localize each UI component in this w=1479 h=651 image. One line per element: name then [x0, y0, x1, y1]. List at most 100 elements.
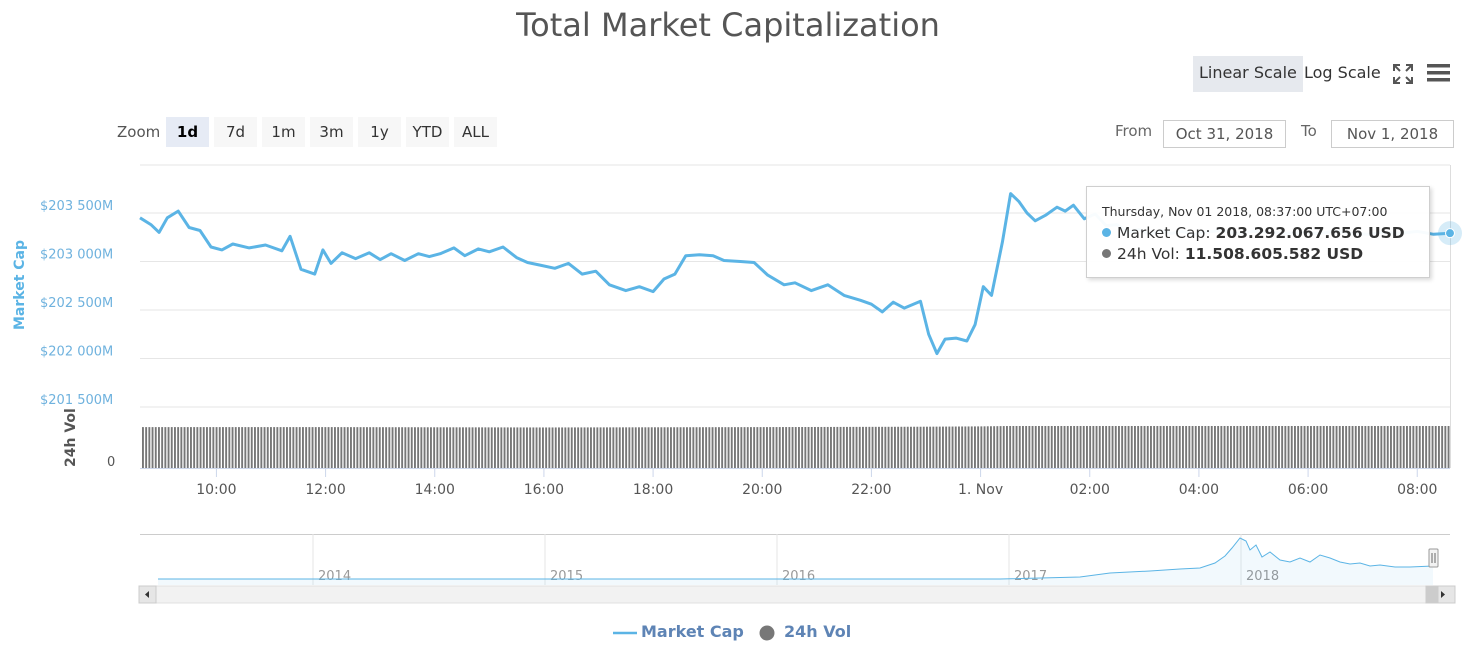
hamburger-menu-icon[interactable] [1426, 62, 1452, 84]
volume-bar [289, 427, 292, 468]
volume-bar [394, 427, 397, 468]
volume-bar [586, 427, 589, 468]
volume-bar [1127, 426, 1130, 468]
x-tick-label: 02:00 [1070, 482, 1110, 498]
volume-bar [481, 427, 484, 468]
volume-bar [1175, 426, 1178, 468]
volume-bar [929, 426, 932, 468]
volume-bar [535, 427, 538, 468]
volume-bar [145, 427, 148, 468]
volume-bar [791, 427, 794, 468]
volume-bar [378, 427, 381, 468]
zoom-1m-button[interactable]: 1m [262, 117, 305, 147]
volume-bar [881, 426, 884, 468]
volume-bar [1294, 426, 1296, 468]
volume-bar [180, 427, 183, 468]
zoom-1d-button[interactable]: 1d [166, 117, 209, 147]
volume-bar [1287, 426, 1290, 468]
navigator-tick-label: 2017 [1014, 569, 1047, 584]
volume-bar [164, 427, 167, 468]
volume-bar [686, 427, 688, 468]
zoom-3m-button[interactable]: 3m [310, 117, 353, 147]
volume-bar [644, 427, 647, 468]
volume-bar [1150, 426, 1152, 468]
to-date-input[interactable]: Nov 1, 2018 [1331, 120, 1454, 148]
legend-market-cap[interactable]: Market Cap [641, 622, 744, 641]
volume-bar [270, 427, 272, 468]
volume-bar [439, 427, 442, 468]
volume-bar [868, 426, 871, 468]
zoom-all-button[interactable]: ALL [454, 117, 497, 147]
volume-bar [487, 427, 490, 468]
volume-bar [558, 427, 560, 468]
volume-bar [1351, 426, 1354, 468]
volume-bar [426, 427, 429, 468]
volume-bar [1310, 426, 1312, 468]
volume-bar [382, 427, 384, 468]
legend-24h-vol[interactable]: 24h Vol [784, 622, 852, 641]
volume-bar [1415, 426, 1418, 468]
volume-bar [1431, 426, 1434, 468]
zoom-7d-button[interactable]: 7d [214, 117, 257, 147]
volume-bar [1143, 426, 1146, 468]
volume-bar [1249, 426, 1252, 468]
volume-bar [663, 427, 666, 468]
volume-bar [458, 427, 461, 468]
volume-bar [858, 426, 861, 468]
volume-bar [1284, 426, 1287, 468]
zoom-ytd-button[interactable]: YTD [406, 117, 449, 147]
volume-bar [1086, 426, 1088, 468]
volume-bar [554, 427, 557, 468]
volume-bar [564, 427, 567, 468]
volume-bar [615, 427, 618, 468]
volume-bar [1198, 426, 1200, 468]
volume-bar [756, 427, 759, 468]
volume-bar [599, 427, 602, 468]
volume-bar [1178, 426, 1181, 468]
linear-scale-button[interactable]: Linear Scale [1193, 56, 1303, 92]
volume-bar [148, 427, 151, 468]
volume-bar [196, 427, 199, 468]
volume-bar [740, 427, 743, 468]
volume-bar [561, 427, 564, 468]
volume-bar [753, 427, 756, 468]
y-tick-label: $203 500M [40, 199, 113, 214]
volume-bar [682, 427, 685, 468]
volume-bar [878, 426, 880, 468]
y-tick-label: $201 500M [40, 393, 113, 408]
volume-bar [724, 427, 727, 468]
volume-bar [814, 426, 816, 468]
fullscreen-icon[interactable] [1392, 63, 1414, 85]
volume-bar [772, 427, 775, 468]
from-date-input[interactable]: Oct 31, 2018 [1163, 120, 1286, 148]
volume-bar [490, 427, 493, 468]
x-tick-label: 06:00 [1288, 482, 1328, 498]
volume-bar [484, 427, 487, 468]
volume-bar [967, 426, 970, 468]
volume-bar [890, 426, 893, 468]
volume-bar [970, 426, 973, 468]
volume-bar [356, 427, 359, 468]
volume-bar [1130, 426, 1133, 468]
volume-bar [762, 427, 765, 468]
volume-bar [942, 426, 944, 468]
volume-bar [177, 427, 180, 468]
volume-bar [836, 426, 839, 468]
volume-bar [634, 427, 637, 468]
zoom-1y-button[interactable]: 1y [358, 117, 401, 147]
volume-bar [1447, 426, 1450, 468]
volume-bar [894, 426, 896, 468]
volume-bar [1047, 426, 1050, 468]
legend-volume-icon [759, 625, 775, 641]
log-scale-button[interactable]: Log Scale [1304, 63, 1381, 82]
volume-bar [833, 426, 836, 468]
volume-bar [1095, 426, 1098, 468]
volume-bar [590, 427, 592, 468]
volume-bar [954, 426, 957, 468]
volume-bar [1226, 426, 1229, 468]
volume-bar [1194, 426, 1197, 468]
volume-bar [1425, 426, 1428, 468]
volume-bar [1422, 426, 1424, 468]
volume-bar [1262, 426, 1264, 468]
volume-bar [1034, 426, 1037, 468]
